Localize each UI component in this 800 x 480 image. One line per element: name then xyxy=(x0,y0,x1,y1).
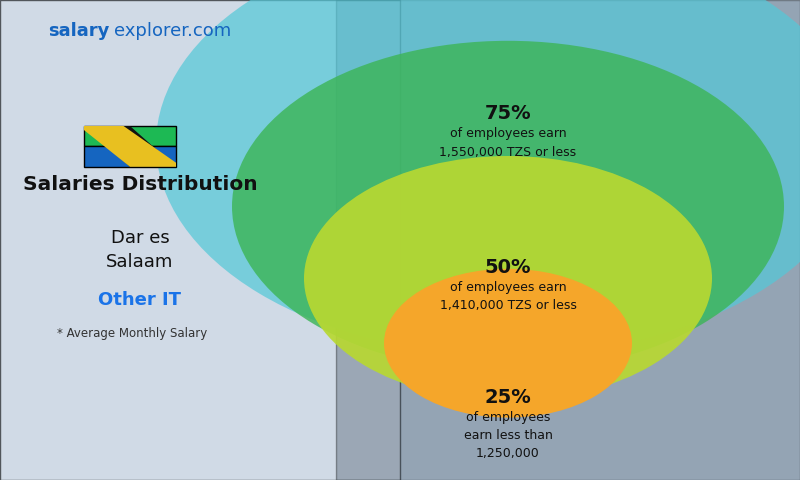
Text: Dar es: Dar es xyxy=(110,228,170,247)
FancyBboxPatch shape xyxy=(84,146,176,167)
Circle shape xyxy=(156,0,800,355)
Polygon shape xyxy=(84,126,176,167)
Text: 1,250,000: 1,250,000 xyxy=(476,447,540,460)
Text: of employees earn: of employees earn xyxy=(450,281,566,294)
Circle shape xyxy=(304,156,712,401)
Text: explorer.com: explorer.com xyxy=(114,22,231,40)
Text: Salaries Distribution: Salaries Distribution xyxy=(22,175,258,194)
Text: Salaam: Salaam xyxy=(106,252,174,271)
Text: 75%: 75% xyxy=(485,104,531,123)
Polygon shape xyxy=(84,126,176,167)
Circle shape xyxy=(384,269,632,418)
Text: 25%: 25% xyxy=(485,387,531,407)
Text: salary: salary xyxy=(48,22,110,40)
Text: of employees earn: of employees earn xyxy=(450,127,566,141)
FancyBboxPatch shape xyxy=(0,0,400,480)
FancyBboxPatch shape xyxy=(84,126,176,146)
Text: Other IT: Other IT xyxy=(98,291,182,309)
Text: 50%: 50% xyxy=(485,258,531,277)
FancyBboxPatch shape xyxy=(336,0,800,480)
Text: * Average Monthly Salary: * Average Monthly Salary xyxy=(57,327,207,340)
Text: 1,550,000 TZS or less: 1,550,000 TZS or less xyxy=(439,145,577,159)
Text: of employees: of employees xyxy=(466,410,550,424)
Text: earn less than: earn less than xyxy=(463,429,553,442)
Text: 1,410,000 TZS or less: 1,410,000 TZS or less xyxy=(439,299,577,312)
Circle shape xyxy=(232,41,784,372)
